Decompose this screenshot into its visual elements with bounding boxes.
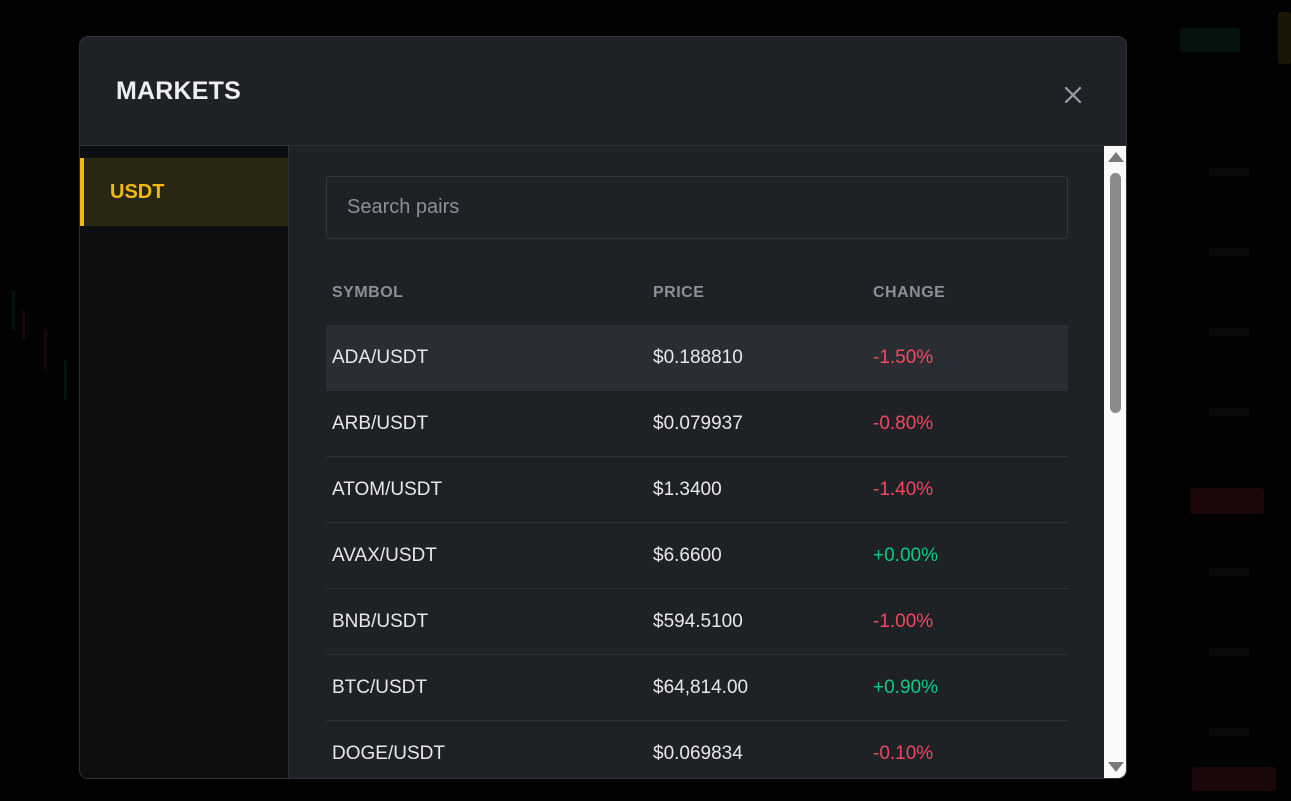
row-price: $1.3400 xyxy=(653,479,722,500)
row-symbol: ADA/USDT xyxy=(332,347,429,368)
scrollbar-thumb[interactable] xyxy=(1110,173,1121,413)
row-price: $64,814.00 xyxy=(653,677,749,698)
row-change: -0.80% xyxy=(873,413,934,434)
row-symbol: BNB/USDT xyxy=(332,611,429,632)
close-button[interactable] xyxy=(1062,84,1084,106)
row-change: -1.50% xyxy=(873,347,934,368)
close-icon xyxy=(1064,86,1082,104)
row-symbol: ARB/USDT xyxy=(332,413,429,434)
row-price: $6.6600 xyxy=(653,545,722,566)
table-row[interactable]: AVAX/USDT $6.6600 +0.00% xyxy=(326,523,1068,589)
row-change: -0.10% xyxy=(873,743,934,764)
search-pairs-input[interactable] xyxy=(326,176,1068,239)
column-header-change[interactable]: CHANGE xyxy=(873,284,946,301)
row-symbol: DOGE/USDT xyxy=(332,743,445,764)
table-row[interactable]: DOGE/USDT $0.069834 -0.10% xyxy=(326,721,1068,778)
table-row[interactable]: ATOM/USDT $1.3400 -1.40% xyxy=(326,457,1068,523)
row-change: -1.00% xyxy=(873,611,934,632)
row-change: -1.40% xyxy=(873,479,934,500)
table-row[interactable]: ADA/USDT $0.188810 -1.50% xyxy=(326,325,1068,391)
table-header: SYMBOL PRICE CHANGE xyxy=(326,284,1068,306)
row-price: $0.069834 xyxy=(653,743,743,764)
table-row[interactable]: BNB/USDT $594.5100 -1.00% xyxy=(326,589,1068,655)
row-symbol: AVAX/USDT xyxy=(332,545,437,566)
vertical-scrollbar[interactable] xyxy=(1104,146,1126,778)
table-row[interactable]: BTC/USDT $64,814.00 +0.90% xyxy=(326,655,1068,721)
scroll-down-arrow-icon[interactable] xyxy=(1108,762,1124,772)
row-change: +0.90% xyxy=(873,677,938,698)
sidebar-item-usdt[interactable]: USDT xyxy=(80,158,288,226)
column-header-price[interactable]: PRICE xyxy=(653,284,705,301)
row-price: $0.079937 xyxy=(653,413,743,434)
row-price: $594.5100 xyxy=(653,611,743,632)
row-change: +0.00% xyxy=(873,545,938,566)
markets-content: SYMBOL PRICE CHANGE ADA/USDT $0.188810 -… xyxy=(289,146,1104,778)
modal-header: MARKETS xyxy=(80,37,1126,146)
row-price: $0.188810 xyxy=(653,347,743,368)
quote-currency-sidebar: USDT xyxy=(80,146,289,778)
markets-table-body: ADA/USDT $0.188810 -1.50% ARB/USDT $0.07… xyxy=(326,325,1068,778)
markets-modal: MARKETS USDT SYMBOL PRICE CHANGE ADA/USD… xyxy=(79,36,1127,779)
row-symbol: ATOM/USDT xyxy=(332,479,443,500)
scroll-up-arrow-icon[interactable] xyxy=(1108,152,1124,162)
table-row[interactable]: ARB/USDT $0.079937 -0.80% xyxy=(326,391,1068,457)
modal-title: MARKETS xyxy=(116,77,242,105)
row-symbol: BTC/USDT xyxy=(332,677,427,698)
column-header-symbol[interactable]: SYMBOL xyxy=(332,284,404,301)
sidebar-item-label: USDT xyxy=(110,181,165,203)
